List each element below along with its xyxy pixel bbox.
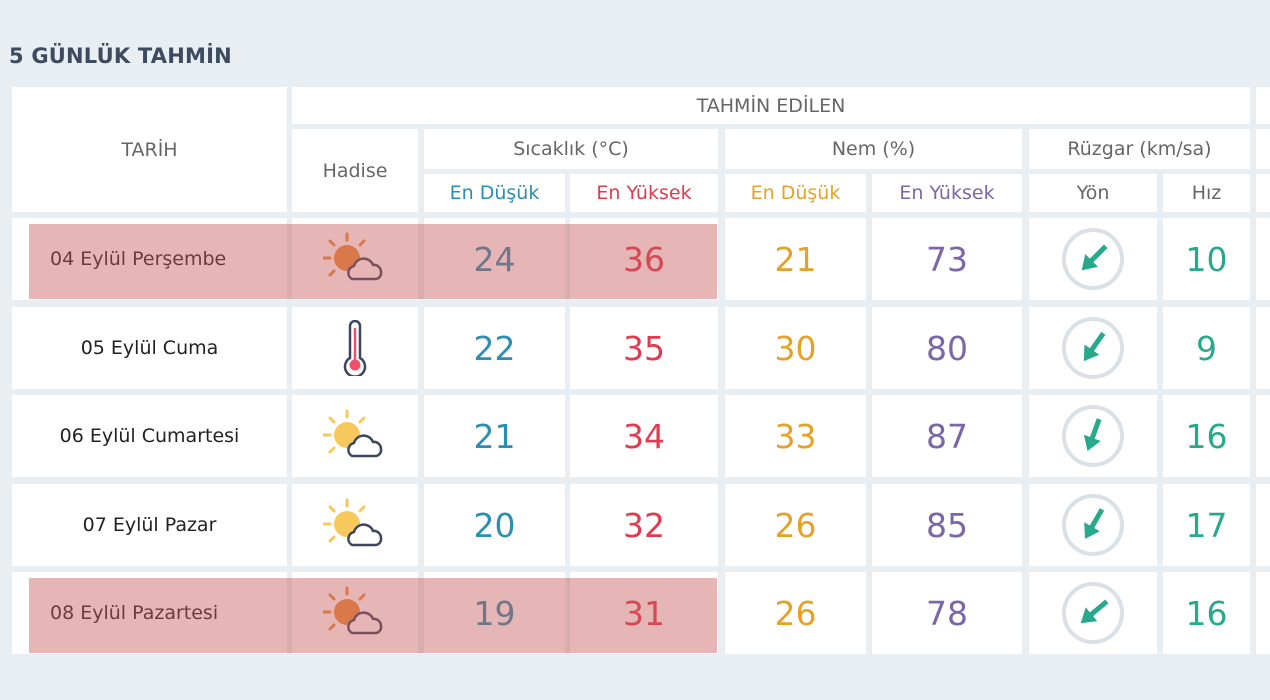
hum-high-cell: 78	[872, 572, 1022, 654]
weather-cell	[292, 218, 418, 300]
temp-high-cell: 35	[570, 307, 718, 389]
extra-cell	[1256, 395, 1270, 477]
date-cell: 07 Eylül Pazar	[12, 484, 287, 566]
temp-high-cell: 32	[570, 484, 718, 566]
header-temp-high: En Yüksek	[570, 174, 718, 212]
temp-low-cell: 21	[424, 395, 565, 477]
temp-low-cell: 20	[424, 484, 565, 566]
hum-high-cell: 73	[872, 218, 1022, 300]
weather-cell	[292, 307, 418, 389]
hum-low-cell: 26	[725, 572, 866, 654]
wind-speed-cell: 17	[1163, 484, 1250, 566]
date-cell: 08 Eylül Pazartesi	[12, 572, 287, 654]
wind-direction-arrow-icon	[1060, 403, 1126, 469]
date-cell: 06 Eylül Cumartesi	[12, 395, 287, 477]
wind-direction-arrow-icon	[1060, 580, 1126, 646]
header-hum-high: En Yüksek	[872, 174, 1022, 212]
temp-high-cell: 31	[570, 572, 718, 654]
temp-high-cell: 34	[570, 395, 718, 477]
header-sicaklik: Sıcaklık (°C)	[424, 129, 718, 169]
wind-direction-cell	[1029, 307, 1157, 389]
weather-cell	[292, 395, 418, 477]
temp-low-cell: 19	[424, 572, 565, 654]
hum-high-cell: 85	[872, 484, 1022, 566]
hum-high-cell: 87	[872, 395, 1022, 477]
partly-cloudy-icon	[323, 497, 387, 553]
wind-speed-cell: 10	[1163, 218, 1250, 300]
partly-cloudy-icon	[323, 231, 387, 287]
weather-cell	[292, 484, 418, 566]
partly-cloudy-icon	[323, 585, 387, 641]
header-ruzgar: Rüzgar (km/sa)	[1029, 129, 1250, 169]
header-extra	[1256, 87, 1270, 124]
header-extra-2	[1256, 129, 1270, 169]
weather-cell	[292, 572, 418, 654]
header-tahmin-edilen: TAHMİN EDİLEN	[292, 87, 1250, 124]
page-title: 5 GÜNLÜK TAHMİN	[9, 44, 232, 68]
wind-speed-cell: 9	[1163, 307, 1250, 389]
header-nem: Nem (%)	[725, 129, 1022, 169]
header-extra-3	[1256, 174, 1270, 212]
extra-cell	[1256, 307, 1270, 389]
wind-direction-cell	[1029, 572, 1157, 654]
wind-speed-cell: 16	[1163, 395, 1250, 477]
wind-direction-cell	[1029, 395, 1157, 477]
partly-cloudy-icon	[323, 408, 387, 464]
extra-cell	[1256, 572, 1270, 654]
hum-high-cell: 80	[872, 307, 1022, 389]
header-tarih: TARİH	[12, 87, 287, 212]
wind-direction-arrow-icon	[1060, 315, 1126, 381]
date-cell: 05 Eylül Cuma	[12, 307, 287, 389]
hum-low-cell: 30	[725, 307, 866, 389]
hum-low-cell: 26	[725, 484, 866, 566]
header-temp-low: En Düşük	[424, 174, 565, 212]
hum-low-cell: 33	[725, 395, 866, 477]
header-hiz: Hız	[1163, 174, 1250, 212]
date-cell: 04 Eylül Perşembe	[12, 218, 287, 300]
hum-low-cell: 21	[725, 218, 866, 300]
extra-cell	[1256, 484, 1270, 566]
wind-direction-arrow-icon	[1060, 226, 1126, 292]
header-yon: Yön	[1029, 174, 1157, 212]
temp-low-cell: 22	[424, 307, 565, 389]
header-hum-low: En Düşük	[725, 174, 866, 212]
thermometer-hot-icon	[340, 320, 370, 376]
wind-direction-cell	[1029, 484, 1157, 566]
header-hadise: Hadise	[292, 129, 418, 212]
wind-direction-cell	[1029, 218, 1157, 300]
wind-speed-cell: 16	[1163, 572, 1250, 654]
extra-cell	[1256, 218, 1270, 300]
temp-high-cell: 36	[570, 218, 718, 300]
temp-low-cell: 24	[424, 218, 565, 300]
wind-direction-arrow-icon	[1060, 492, 1126, 558]
